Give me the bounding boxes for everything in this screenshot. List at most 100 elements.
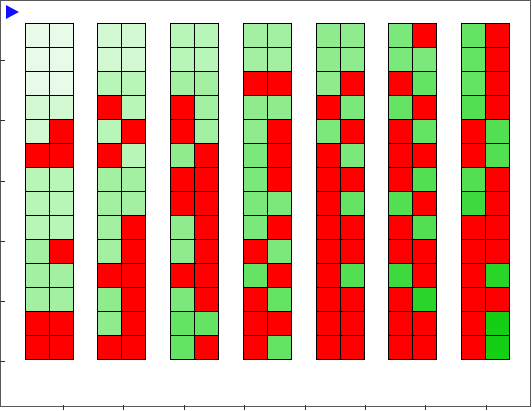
board-cell[interactable] [412, 23, 437, 48]
board-cell[interactable] [170, 335, 195, 360]
board-cell[interactable] [388, 167, 413, 192]
board-cell[interactable] [243, 167, 268, 192]
board-cell[interactable] [340, 71, 365, 96]
board-cell[interactable] [170, 119, 195, 144]
board-cell[interactable] [461, 71, 486, 96]
board-cell[interactable] [49, 143, 74, 168]
board-cell[interactable] [49, 95, 74, 120]
board-cell[interactable] [243, 143, 268, 168]
board-cell[interactable] [461, 311, 486, 336]
board-cell[interactable] [170, 239, 195, 264]
board-cell[interactable] [388, 143, 413, 168]
board-cell[interactable] [25, 263, 50, 288]
board-cell[interactable] [121, 215, 146, 240]
board-cell[interactable] [97, 47, 122, 72]
board-cell[interactable] [25, 191, 50, 216]
board-cell[interactable] [267, 143, 292, 168]
board-cell[interactable] [316, 263, 341, 288]
board-cell[interactable] [97, 143, 122, 168]
board-cell[interactable] [121, 263, 146, 288]
board-cell[interactable] [267, 95, 292, 120]
board-cell[interactable] [97, 239, 122, 264]
board-cell[interactable] [485, 311, 510, 336]
board-cell[interactable] [170, 47, 195, 72]
board-cell[interactable] [388, 311, 413, 336]
board-cell[interactable] [170, 95, 195, 120]
board-cell[interactable] [485, 239, 510, 264]
board-cell[interactable] [412, 191, 437, 216]
board-cell[interactable] [25, 95, 50, 120]
board-cell[interactable] [485, 23, 510, 48]
board-cell[interactable] [485, 215, 510, 240]
board-cell[interactable] [243, 335, 268, 360]
board-cell[interactable] [243, 47, 268, 72]
board-cell[interactable] [194, 263, 219, 288]
board-cell[interactable] [412, 263, 437, 288]
board-cell[interactable] [412, 335, 437, 360]
board-cell[interactable] [194, 23, 219, 48]
board-cell[interactable] [97, 23, 122, 48]
board-cell[interactable] [121, 47, 146, 72]
board-cell[interactable] [25, 335, 50, 360]
board-cell[interactable] [461, 191, 486, 216]
board-cell[interactable] [49, 335, 74, 360]
board-cell[interactable] [388, 191, 413, 216]
board-cell[interactable] [388, 239, 413, 264]
board-cell[interactable] [170, 215, 195, 240]
board-cell[interactable] [316, 95, 341, 120]
board-cell[interactable] [316, 47, 341, 72]
board-cell[interactable] [316, 191, 341, 216]
board-cell[interactable] [267, 215, 292, 240]
board-cell[interactable] [170, 263, 195, 288]
board-cell[interactable] [97, 311, 122, 336]
board-cell[interactable] [49, 191, 74, 216]
board-cell[interactable] [267, 23, 292, 48]
board-cell[interactable] [388, 71, 413, 96]
board-cell[interactable] [243, 71, 268, 96]
board-cell[interactable] [49, 215, 74, 240]
board-cell[interactable] [316, 335, 341, 360]
board-cell[interactable] [340, 215, 365, 240]
board-cell[interactable] [194, 71, 219, 96]
board-cell[interactable] [316, 71, 341, 96]
board-cell[interactable] [316, 215, 341, 240]
board-cell[interactable] [461, 167, 486, 192]
board-cell[interactable] [461, 287, 486, 312]
board-cell[interactable] [97, 215, 122, 240]
board-cell[interactable] [194, 95, 219, 120]
board-cell[interactable] [461, 263, 486, 288]
board-cell[interactable] [316, 167, 341, 192]
board-cell[interactable] [49, 239, 74, 264]
board-cell[interactable] [49, 47, 74, 72]
board-cell[interactable] [340, 23, 365, 48]
board-cell[interactable] [25, 311, 50, 336]
board-cell[interactable] [340, 47, 365, 72]
board-cell[interactable] [121, 335, 146, 360]
board-cell[interactable] [25, 143, 50, 168]
board-cell[interactable] [412, 311, 437, 336]
board-cell[interactable] [49, 311, 74, 336]
board-cell[interactable] [49, 119, 74, 144]
board-cell[interactable] [388, 119, 413, 144]
board-cell[interactable] [25, 239, 50, 264]
board-cell[interactable] [170, 23, 195, 48]
board-cell[interactable] [388, 335, 413, 360]
board-cell[interactable] [194, 119, 219, 144]
board-cell[interactable] [485, 287, 510, 312]
board-cell[interactable] [170, 143, 195, 168]
board-cell[interactable] [388, 95, 413, 120]
board-cell[interactable] [461, 239, 486, 264]
board-cell[interactable] [316, 311, 341, 336]
board-cell[interactable] [267, 311, 292, 336]
board-cell[interactable] [121, 119, 146, 144]
board-cell[interactable] [121, 311, 146, 336]
board-cell[interactable] [485, 47, 510, 72]
board-cell[interactable] [194, 167, 219, 192]
board-cell[interactable] [388, 263, 413, 288]
board-cell[interactable] [340, 167, 365, 192]
board-cell[interactable] [121, 71, 146, 96]
board-cell[interactable] [485, 263, 510, 288]
board-cell[interactable] [412, 167, 437, 192]
board-cell[interactable] [340, 335, 365, 360]
board-cell[interactable] [485, 167, 510, 192]
